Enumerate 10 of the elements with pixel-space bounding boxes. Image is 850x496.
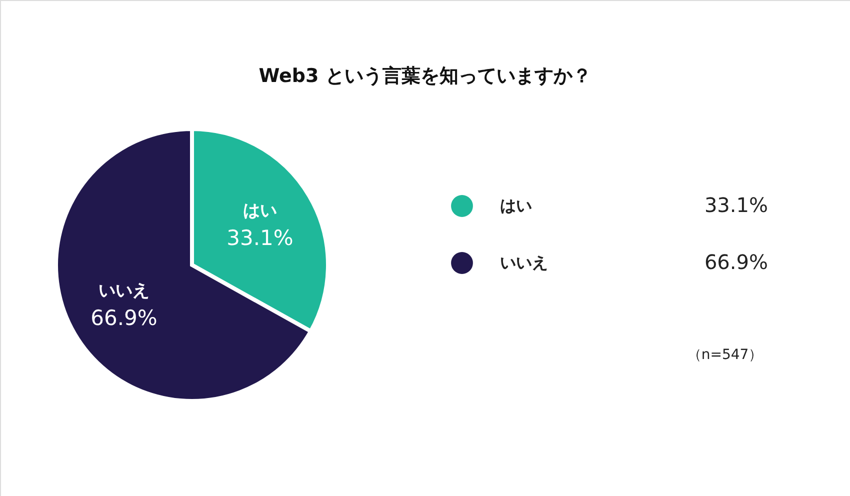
slice-label: はい bbox=[243, 201, 278, 222]
data-label: 66.9% bbox=[90, 306, 158, 330]
text: 66.9% bbox=[704, 250, 768, 274]
text: 33.1% bbox=[704, 193, 768, 217]
slice-label: いいえ bbox=[98, 280, 150, 301]
data-label: 33.1% bbox=[226, 226, 294, 250]
chart-title: Web3 という言葉を知っていますか？ bbox=[258, 65, 592, 87]
legend-label: いいえ bbox=[500, 253, 548, 272]
legend-label: はい bbox=[500, 196, 532, 215]
text: （n=547） bbox=[687, 347, 763, 363]
